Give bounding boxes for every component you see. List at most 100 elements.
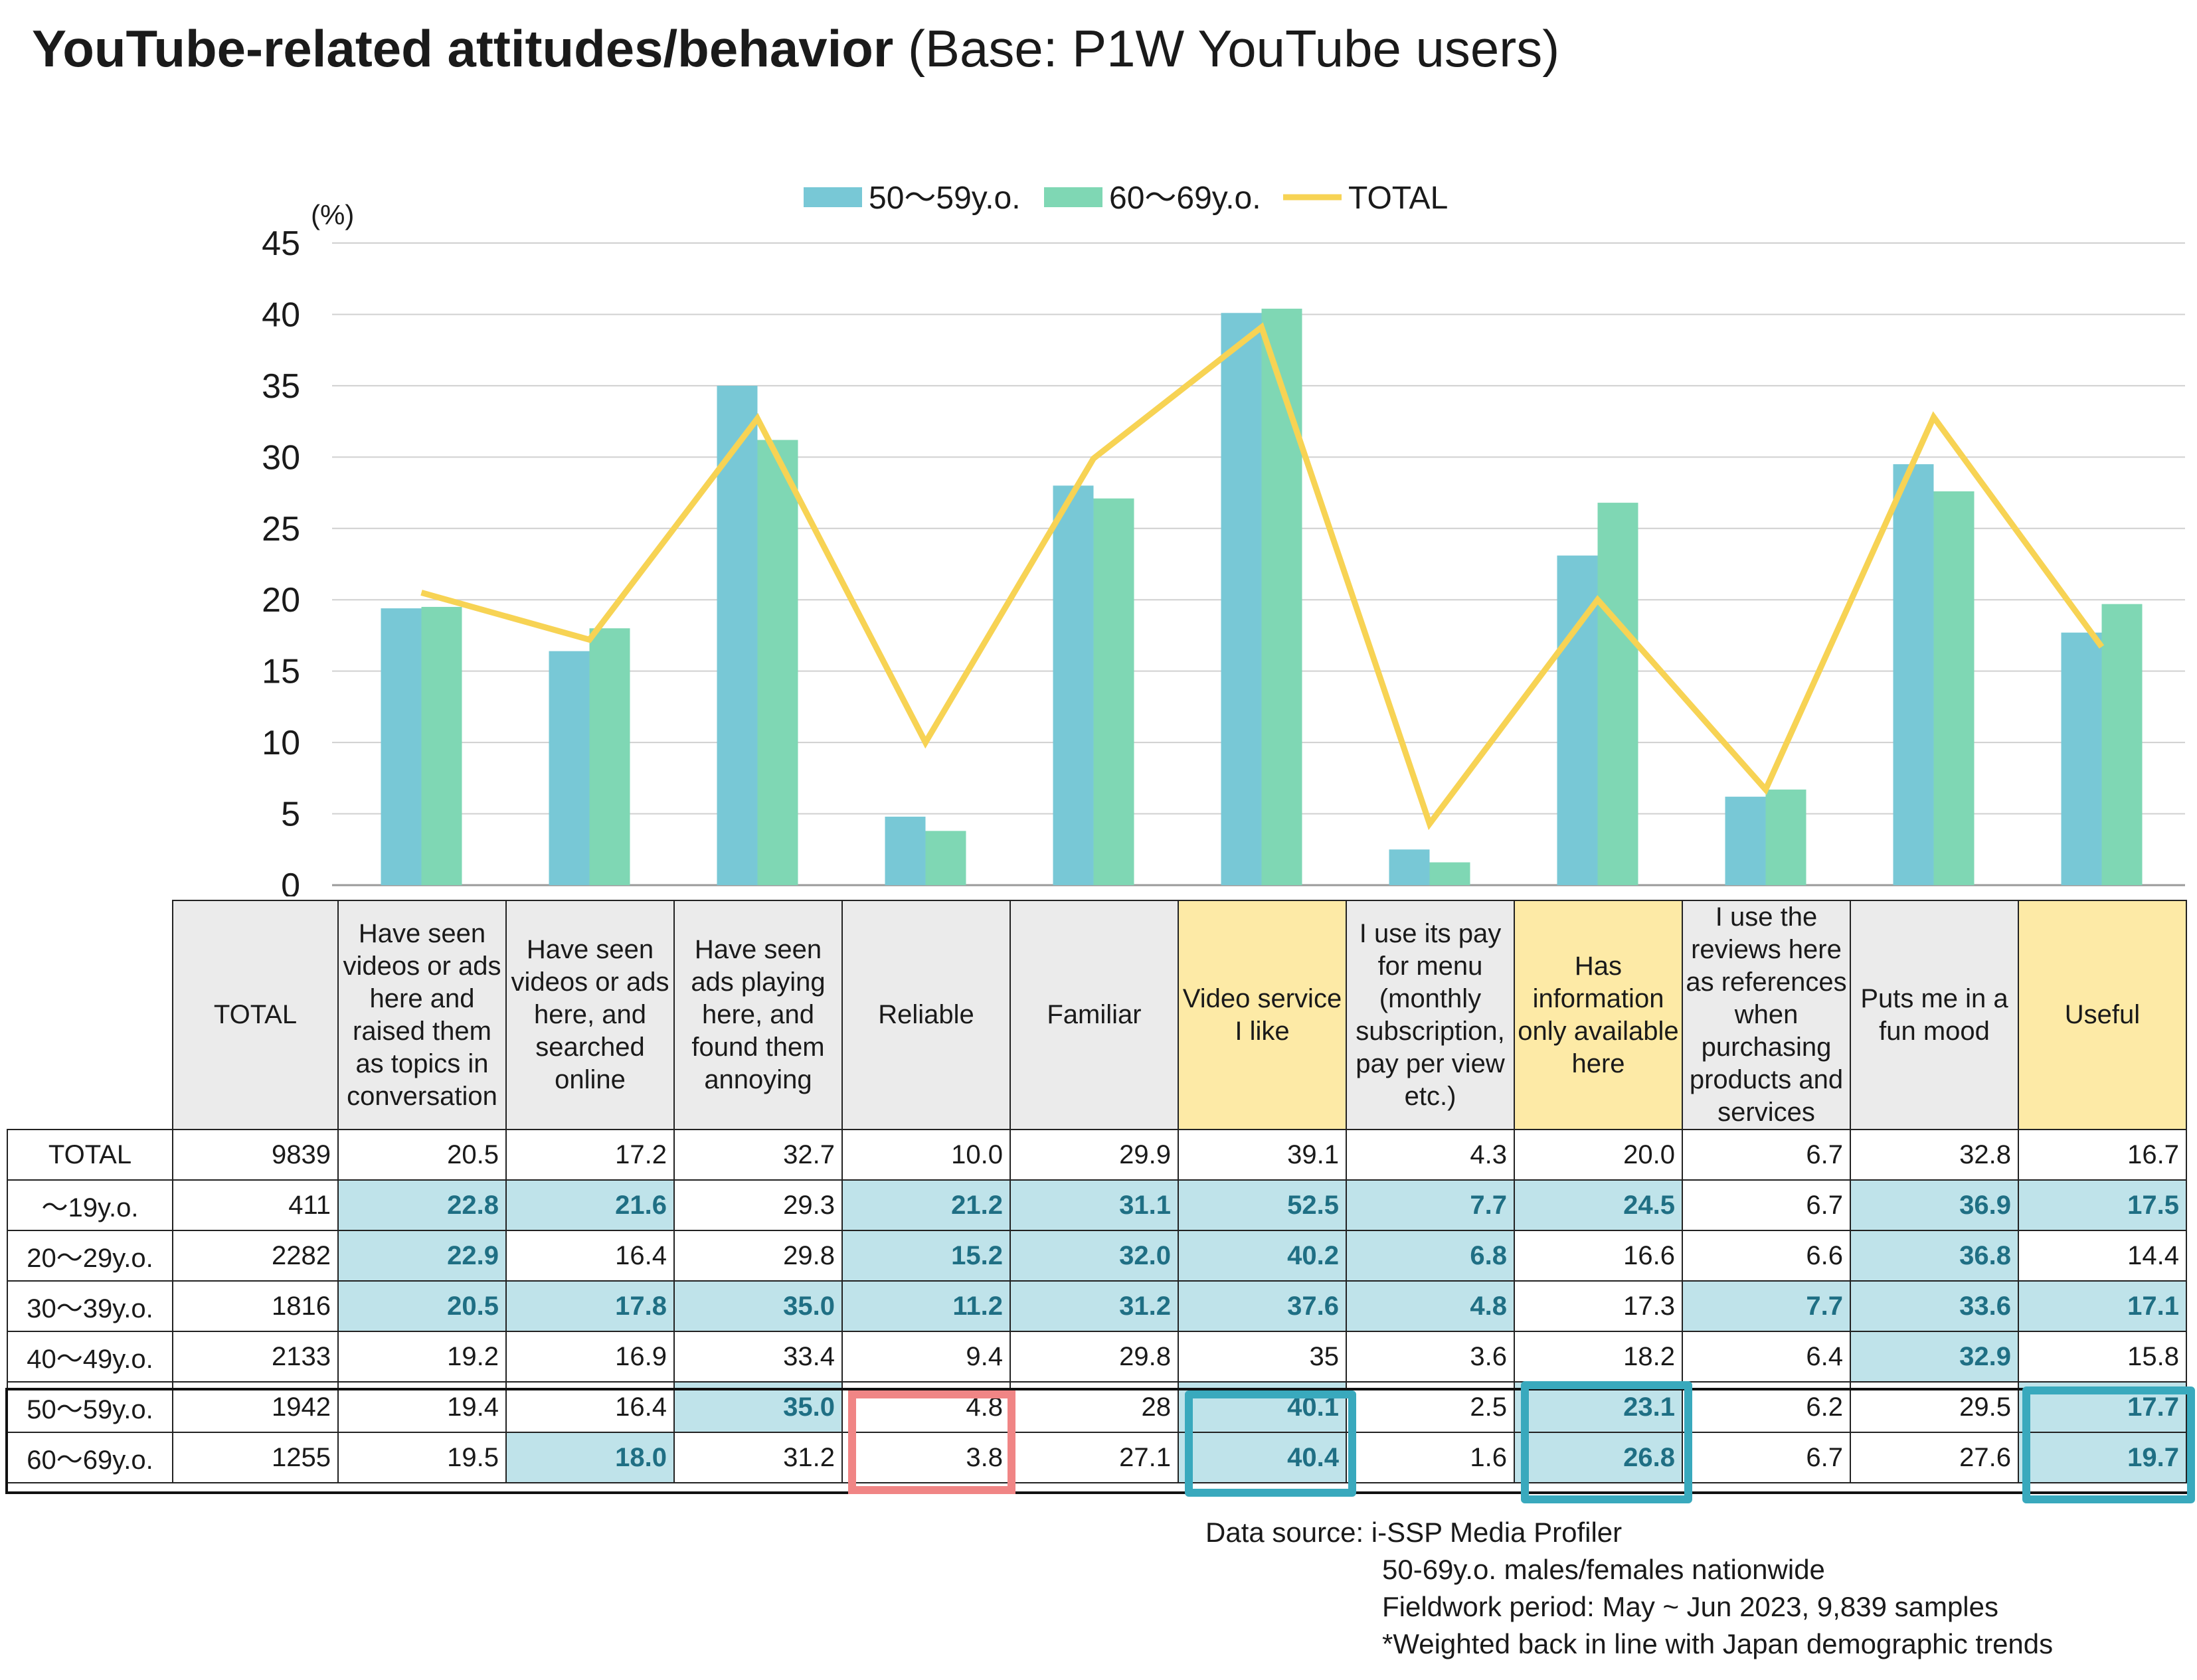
table-cell: 6.7	[1682, 1432, 1851, 1483]
y-tick-label: 45	[262, 224, 300, 263]
bar-50s	[2061, 632, 2102, 885]
table-cell: 33.6	[1850, 1280, 2019, 1332]
table-cell: 14.4	[2018, 1230, 2187, 1282]
table-row: 50～59y.o. 1942 19.4 16.4 35.0 4.8 28 40.1 2.5 23.…	[7, 1381, 2187, 1433]
table-cell: 37.6	[1178, 1280, 1347, 1332]
table-cell: 20.0	[1514, 1129, 1683, 1181]
table-cell: 16.4	[505, 1230, 675, 1282]
table-row: 30～39y.o. 1816 20.5 17.8 35.0 11.2 31.2 37.6 4.8…	[7, 1280, 2187, 1332]
bar-50s	[1389, 849, 1430, 885]
y-tick-label: 40	[262, 295, 300, 334]
table-cell: 15.8	[2018, 1331, 2187, 1383]
title-base: (Base: P1W YouTube users)	[907, 19, 1560, 78]
y-tick-label: 15	[262, 653, 300, 691]
table-cell: 29.8	[1010, 1331, 1179, 1383]
bar-50s	[885, 816, 926, 885]
column-header: Reliable	[841, 900, 1011, 1130]
row-label: 50～59y.o.	[7, 1381, 173, 1433]
bar-60s	[1093, 498, 1134, 885]
table-cell: 21.2	[841, 1179, 1011, 1231]
bar-50s	[1725, 796, 1766, 885]
table-cell: 19.5	[337, 1432, 507, 1483]
table-cell: 1.6	[1346, 1432, 1515, 1483]
table-cell: 16.4	[505, 1381, 675, 1433]
table-cell: 33.4	[673, 1331, 843, 1383]
column-header: Have seen videos or ads here and raised …	[337, 900, 507, 1130]
row-label: TOTAL	[7, 1129, 173, 1181]
table-cell: 52.5	[1178, 1179, 1347, 1231]
column-header: Puts me in a fun mood	[1850, 900, 2019, 1130]
legend-label: 60～69y.o.	[1109, 181, 1261, 216]
table-cell: 18.0	[505, 1432, 675, 1483]
row-label: 20～29y.o.	[7, 1230, 173, 1282]
table-cell: 40.4	[1178, 1432, 1347, 1483]
y-tick-label: 5	[281, 796, 300, 834]
table-cell: 11.2	[841, 1280, 1011, 1332]
y-tick-label: 30	[262, 438, 300, 477]
table-cell: 20.5	[337, 1280, 507, 1332]
bar-60s	[589, 628, 630, 885]
table-cell: 17.2	[505, 1129, 675, 1181]
table-cell: 32.7	[673, 1129, 843, 1181]
data-table: TOTAL Have seen videos or ads here and ra…	[7, 900, 2187, 1483]
table-cell: 6.8	[1346, 1230, 1515, 1282]
column-header: Have seen ads playing here, and found th…	[673, 900, 843, 1130]
table-cell: 23.1	[1514, 1381, 1683, 1433]
table-cell: 6.7	[1682, 1129, 1851, 1181]
legend: 50～59y.o. 60～69y.o. TOTAL	[804, 181, 1448, 216]
table-row: 20～29y.o. 2282 22.9 16.4 29.8 15.2 32.0 40.2 6.8…	[7, 1230, 2187, 1282]
column-header: Familiar	[1010, 900, 1179, 1130]
table-cell: 27.6	[1850, 1432, 2019, 1483]
table-cell: 22.8	[337, 1179, 507, 1231]
y-tick-label: 25	[262, 510, 300, 548]
table-row: TOTAL 9839 20.5 17.2 32.7 10.0 29.9 39.1 4.3 20.0…	[7, 1129, 2187, 1181]
y-tick-label: 20	[262, 581, 300, 620]
row-label: 30～39y.o.	[7, 1280, 173, 1332]
table-cell: 17.3	[1514, 1280, 1683, 1332]
total-line	[420, 322, 2105, 831]
source-line-4: *Weighted back in line with Japan demogr…	[1382, 1628, 2054, 1659]
table-cell: 6.7	[1682, 1179, 1851, 1231]
legend-swatch	[1044, 187, 1102, 207]
table-cell: 4.8	[841, 1381, 1011, 1433]
table-corner-blank	[7, 900, 173, 1130]
table-cell: 4.8	[1346, 1280, 1515, 1332]
table-cell: 29.3	[673, 1179, 843, 1231]
table-cell: 36.8	[1850, 1230, 2019, 1282]
table-cell: 29.8	[673, 1230, 843, 1282]
sample-size: 9839	[172, 1129, 339, 1181]
table-cell: 32.9	[1850, 1331, 2019, 1383]
table-cell: 26.8	[1514, 1432, 1683, 1483]
title-main: YouTube-related attitudes/behavior	[32, 19, 894, 78]
source-line-1: Data source: i-SSP Media Profiler	[1205, 1517, 1623, 1548]
bar-50s	[381, 608, 422, 885]
table-cell: 6.2	[1682, 1381, 1851, 1433]
row-label: ～19y.o.	[7, 1179, 173, 1231]
column-header: Has information only available here	[1514, 900, 1683, 1130]
y-tick-label: 35	[262, 367, 300, 406]
bar-50s	[1053, 485, 1094, 885]
table-cell: 32.0	[1010, 1230, 1179, 1282]
table-cell: 40.2	[1178, 1230, 1347, 1282]
table-cell: 28	[1010, 1381, 1179, 1433]
table-row: ～19y.o. 411 22.8 21.6 29.3 21.2 31.1 52.5 7.7 24.…	[7, 1179, 2187, 1231]
bar-50s	[1893, 464, 1934, 885]
table-cell: 17.5	[2018, 1179, 2187, 1231]
bar-60s	[1261, 308, 1302, 885]
table-cell: 16.9	[505, 1331, 675, 1383]
sample-size: 411	[172, 1179, 339, 1231]
bar-50s	[717, 385, 758, 885]
table-cell: 4.3	[1346, 1129, 1515, 1181]
table-cell: 21.6	[505, 1179, 675, 1231]
table-cell: 31.2	[673, 1432, 843, 1483]
table-cell: 7.7	[1682, 1280, 1851, 1332]
table-cell: 17.7	[2018, 1381, 2187, 1433]
table-row: 40～49y.o. 2133 19.2 16.9 33.4 9.4 29.8 35 3.6 18.…	[7, 1331, 2187, 1383]
table-cell: 17.1	[2018, 1280, 2187, 1332]
table-cell: 6.6	[1682, 1230, 1851, 1282]
y-axis-ticks: 0 5 10 15 20 25 30 35 40 45	[262, 224, 300, 896]
y-tick-label: 0	[281, 867, 300, 896]
column-header: I use the reviews here as references whe…	[1682, 900, 1851, 1130]
table-cell: 15.2	[841, 1230, 1011, 1282]
table-row: 60～69y.o. 1255 19.5 18.0 31.2 3.8 27.1 40.4 1.6 2…	[7, 1432, 2187, 1483]
